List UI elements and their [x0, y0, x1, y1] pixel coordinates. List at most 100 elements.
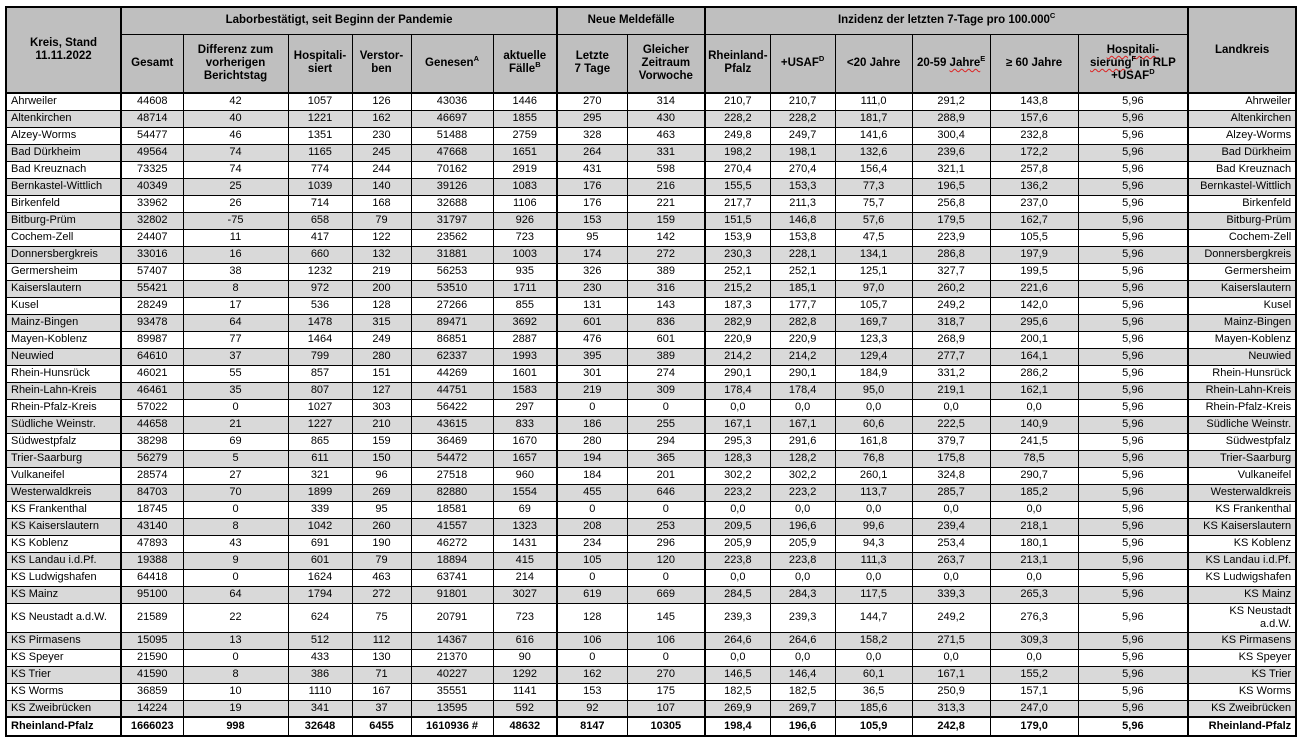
table-cell: 5,96 [1077, 551, 1190, 570]
table-cell: 1899 [287, 483, 353, 502]
table-cell: 619 [556, 585, 628, 604]
table-cell: 272 [626, 245, 707, 264]
table-cell: 113,7 [834, 483, 913, 502]
row-label-landkreis: Kusel [1187, 296, 1297, 315]
table-cell: 176 [556, 177, 628, 196]
table-cell: 0 [556, 648, 628, 667]
table-cell: 125,1 [834, 262, 913, 281]
row-label-landkreis: Bad Dürkheim [1187, 143, 1297, 162]
table-cell: 150 [351, 449, 412, 468]
table-cell: 197,9 [989, 245, 1079, 264]
table-cell: 219 [556, 381, 628, 400]
table-cell: 0,0 [769, 568, 836, 587]
table-cell: 46461 [120, 381, 184, 400]
table-cell: 433 [287, 648, 353, 667]
table-cell: 5,96 [1077, 466, 1190, 485]
table-cell: 0 [556, 398, 628, 417]
table-cell: 141,6 [834, 126, 913, 145]
row-label-landkreis: KS Koblenz [1187, 534, 1297, 553]
table-cell: 128 [556, 602, 628, 633]
table-cell: 234 [556, 534, 628, 553]
table-row: Kaiserslautern 55421 8 972 200 53510 1711 230 31… [5, 279, 1297, 298]
table-cell: 5,96 [1077, 415, 1190, 434]
table-cell: 774 [287, 160, 353, 179]
table-cell: 228,1 [769, 245, 836, 264]
table-cell: 463 [351, 568, 412, 587]
table-cell: 0 [182, 568, 289, 587]
table-cell: 167,1 [704, 415, 771, 434]
table-cell: 5,96 [1077, 194, 1190, 213]
table-cell: 321 [287, 466, 353, 485]
table-cell: 0,0 [834, 568, 913, 587]
table-row: Rhein-Pfalz-Kreis 57022 0 1027 303 56422 297 0 0… [5, 398, 1297, 417]
table-cell: 288,9 [911, 109, 991, 128]
row-label-landkreis: Cochem-Zell [1187, 228, 1297, 247]
landkreis-header: Landkreis [1187, 6, 1297, 94]
table-cell: 168 [351, 194, 412, 213]
table-cell: 40227 [410, 665, 494, 684]
table-cell: 3692 [492, 313, 559, 332]
table-cell: 131 [556, 296, 628, 315]
row-label-kreis: Südliche Weinstr. [5, 415, 122, 434]
table-cell: 1478 [287, 313, 353, 332]
table-cell: 79 [351, 551, 412, 570]
table-cell: 162 [556, 665, 628, 684]
column-header-inzidenz-plus-usaf: +USAFD [769, 33, 836, 94]
table-cell: 291,6 [769, 432, 836, 451]
table-cell: 239,3 [769, 602, 836, 633]
table-cell: 185,2 [989, 483, 1079, 502]
table-cell: 95,0 [834, 381, 913, 400]
table-row: Bitburg-Prüm 32802 -75 658 79 31797 926 153 159 1… [5, 211, 1297, 230]
table-cell: 49564 [120, 143, 184, 162]
table-cell: 105,7 [834, 296, 913, 315]
table-cell: 120 [626, 551, 707, 570]
table-cell: 232,8 [989, 126, 1079, 145]
row-label-kreis: Neuwied [5, 347, 122, 366]
table-cell: 55421 [120, 279, 184, 298]
row-label-kreis: Alzey-Worms [5, 126, 122, 145]
table-cell: 8 [182, 517, 289, 536]
table-cell: 190 [351, 534, 412, 553]
table-cell: 153,3 [769, 177, 836, 196]
table-cell: 128,2 [769, 449, 836, 468]
table-cell: 5,96 [1077, 517, 1190, 536]
table-cell: 44269 [410, 364, 494, 383]
row-label-landkreis: KS Trier [1187, 665, 1297, 684]
table-cell: 181,7 [834, 109, 913, 128]
table-cell: 51488 [410, 126, 494, 145]
table-cell: 56253 [410, 262, 494, 281]
table-cell: 295 [556, 109, 628, 128]
table-row: Südliche Weinstr. 44658 21 1227 210 43615 833 1… [5, 415, 1297, 434]
table-cell: 836 [626, 313, 707, 332]
table-cell: 1583 [492, 381, 559, 400]
table-cell: 21370 [410, 648, 494, 667]
table-cell: 74 [182, 143, 289, 162]
table-cell: 92 [556, 699, 628, 718]
table-cell: 1651 [492, 143, 559, 162]
table-row: KS Kaiserslautern 43140 8 1042 260 41557 1323 2… [5, 517, 1297, 536]
table-cell: 164,1 [989, 347, 1079, 366]
table-cell: 178,4 [704, 381, 771, 400]
row-label-kreis: Mayen-Koblenz [5, 330, 122, 349]
table-row: Altenkirchen 48714 40 1221 162 46697 1855 295 43… [5, 109, 1297, 128]
table-cell: 5,96 [1077, 682, 1190, 701]
row-label-kreis: KS Worms [5, 682, 122, 701]
row-label-kreis: Bad Dürkheim [5, 143, 122, 162]
table-cell: 0,0 [989, 398, 1079, 417]
table-cell: 714 [287, 194, 353, 213]
row-label-landkreis: Westerwaldkreis [1187, 483, 1297, 502]
table-row: Birkenfeld 33962 26 714 168 32688 1106 176 221 21… [5, 194, 1297, 213]
table-cell: 2759 [492, 126, 559, 145]
group-header-laborbestaetigt: Laborbestätigt, seit Beginn der Pandemie [120, 6, 559, 35]
table-cell: 0,0 [704, 500, 771, 519]
table-cell: 136,2 [989, 177, 1079, 196]
table-cell: 107 [626, 699, 707, 718]
table-cell: 223,8 [769, 551, 836, 570]
table-row: Rhein-Hunsrück 46021 55 857 151 44269 1601 301 2… [5, 364, 1297, 383]
table-cell: 269,7 [769, 699, 836, 718]
table-cell: 221,6 [989, 279, 1079, 298]
table-cell: 28249 [120, 296, 184, 315]
table-row: KS Mainz 95100 64 1794 272 91801 3027 619 669 284… [5, 585, 1297, 604]
table-cell: 1855 [492, 109, 559, 128]
table-cell: 0,0 [834, 500, 913, 519]
